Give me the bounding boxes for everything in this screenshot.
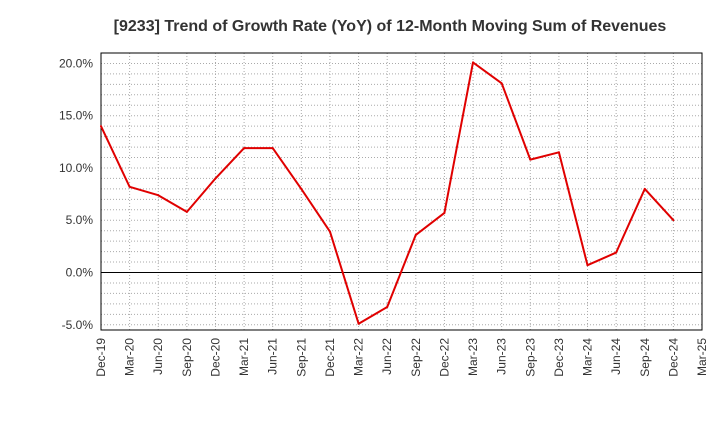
grid-lines xyxy=(100,53,703,330)
y-tick-label: -5.0% xyxy=(62,318,94,332)
x-tick-label: Mar-25 xyxy=(695,338,709,376)
x-axis-ticks: Dec-19 Mar-20 Jun-20 Sep-20 Dec-20 Mar-21 Jun-… xyxy=(94,338,709,377)
data-point xyxy=(100,125,102,128)
data-point xyxy=(443,211,446,214)
x-tick-label: Dec-24 xyxy=(666,338,680,377)
data-point xyxy=(643,187,646,190)
data-point xyxy=(328,230,331,233)
x-tick-label: Dec-23 xyxy=(552,338,566,377)
x-tick-label: Dec-21 xyxy=(323,338,337,377)
data-point xyxy=(586,264,589,267)
data-point xyxy=(615,251,618,254)
x-tick-label: Jun-23 xyxy=(495,338,509,375)
data-point xyxy=(271,147,274,150)
x-tick-label: Sep-20 xyxy=(180,338,194,377)
y-axis-ticks: 20.0% 15.0% 10.0% 5.0% 0.0% -5.0% xyxy=(59,56,93,331)
data-point xyxy=(557,151,560,154)
y-tick-label: 20.0% xyxy=(59,56,93,70)
series-layer xyxy=(100,61,675,325)
plot-area-border xyxy=(100,52,703,331)
data-point xyxy=(157,194,160,197)
x-tick-label: Jun-22 xyxy=(380,338,394,375)
data-point xyxy=(386,306,389,309)
x-tick-label: Sep-21 xyxy=(294,338,308,377)
data-point xyxy=(185,210,188,213)
x-tick-label: Dec-22 xyxy=(437,338,451,377)
x-tick-label: Dec-19 xyxy=(94,338,108,377)
chart-title: [9233] Trend of Growth Rate (YoY) of 12-… xyxy=(114,18,667,35)
y-tick-label: 15.0% xyxy=(59,109,93,123)
y-tick-label: 5.0% xyxy=(66,213,94,227)
x-tick-label: Mar-21 xyxy=(237,338,251,376)
data-point xyxy=(414,233,417,236)
y-tick-label: 0.0% xyxy=(66,266,94,280)
data-point xyxy=(128,185,131,188)
x-tick-label: Dec-20 xyxy=(208,338,222,377)
x-tick-label: Sep-23 xyxy=(523,338,537,377)
data-point xyxy=(243,147,246,150)
x-tick-label: Jun-24 xyxy=(609,338,623,375)
data-point xyxy=(500,82,503,85)
data-point xyxy=(300,187,303,190)
data-point xyxy=(357,322,360,325)
x-tick-label: Mar-22 xyxy=(352,338,366,376)
x-tick-label: Mar-24 xyxy=(581,338,595,376)
data-point xyxy=(672,219,675,222)
x-tick-label: Mar-23 xyxy=(466,338,480,376)
y-tick-label: 10.0% xyxy=(59,161,93,175)
x-tick-label: Sep-24 xyxy=(638,338,652,377)
data-point xyxy=(472,61,475,64)
data-point xyxy=(529,158,532,161)
x-tick-label: Mar-20 xyxy=(123,338,137,376)
data-point xyxy=(214,177,217,180)
x-tick-label: Sep-22 xyxy=(409,338,423,377)
x-tick-label: Jun-20 xyxy=(151,338,165,375)
x-tick-label: Jun-21 xyxy=(266,338,280,375)
